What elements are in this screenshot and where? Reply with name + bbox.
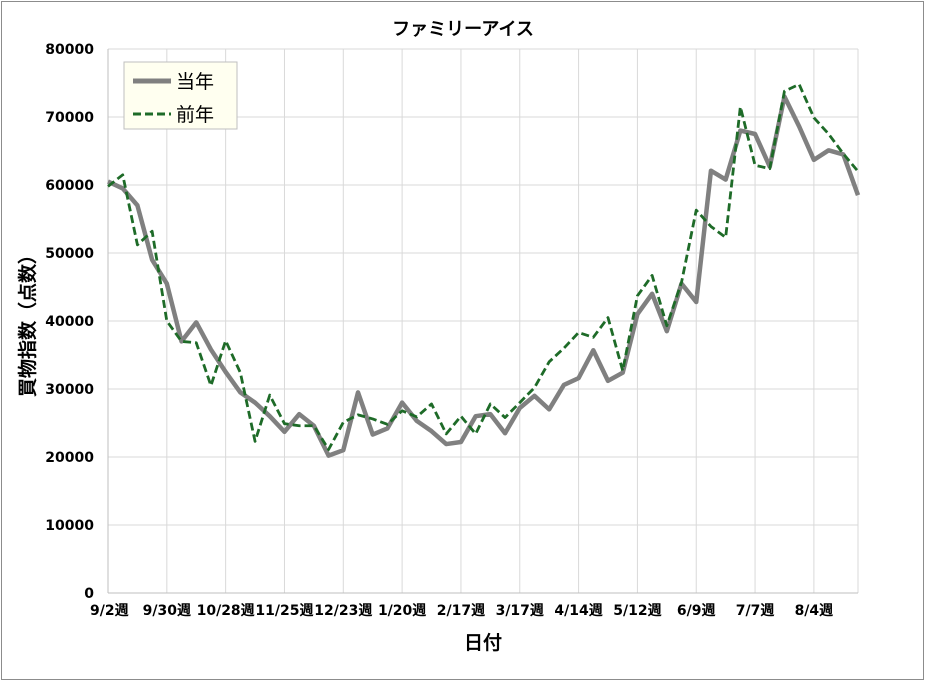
x-tick-label: 6/9週 — [677, 603, 716, 619]
chart-title: ファミリーアイス — [392, 19, 534, 40]
series-line-current-year — [107, 94, 861, 458]
y-tick-label: 30000 — [45, 382, 94, 398]
x-tick-label: 8/4週 — [795, 603, 834, 619]
axes — [107, 49, 858, 594]
x-tick-label: 12/23週 — [314, 603, 372, 619]
x-tick-label: 5/12週 — [613, 603, 661, 619]
y-tick-label: 70000 — [45, 110, 94, 126]
x-tick-label: 10/28週 — [197, 603, 255, 619]
x-tick-label: 2/17週 — [437, 603, 485, 619]
legend-label-current-year: 当年 — [176, 71, 214, 93]
y-tick-label: 80000 — [45, 42, 94, 58]
series-line-previous-year — [107, 82, 860, 451]
x-tick-label: 3/17週 — [496, 603, 544, 619]
y-tick-label: 40000 — [45, 314, 94, 330]
legend: 当年 前年 — [123, 61, 238, 130]
x-tick-label: 9/2週 — [90, 603, 129, 619]
y-tick-labels: 0 10000 20000 30000 40000 50000 60000 70000 8000… — [45, 42, 94, 602]
y-tick-label: 10000 — [45, 518, 94, 534]
x-tick-labels: 9/2週 9/30週 10/28週 11/25週 12/23週 1/20週 2/17週 3/1… — [90, 603, 833, 619]
y-tick-label: 50000 — [45, 246, 94, 262]
x-tick-label: 7/7週 — [736, 603, 775, 619]
x-axis-title: 日付 — [464, 631, 502, 654]
x-tick-label: 9/30週 — [143, 603, 191, 619]
x-tick-label: 11/25週 — [255, 603, 313, 619]
y-tick-label: 0 — [84, 586, 94, 602]
y-tick-label: 20000 — [45, 450, 94, 466]
series-lines — [107, 82, 861, 458]
legend-box — [123, 61, 238, 130]
x-tick-label: 4/14週 — [554, 603, 602, 619]
x-tick-label: 1/20週 — [378, 603, 426, 619]
y-tick-label: 60000 — [45, 178, 94, 194]
legend-label-previous-year: 前年 — [176, 104, 214, 126]
y-axis-title: 買物指数（点数） — [16, 245, 39, 397]
